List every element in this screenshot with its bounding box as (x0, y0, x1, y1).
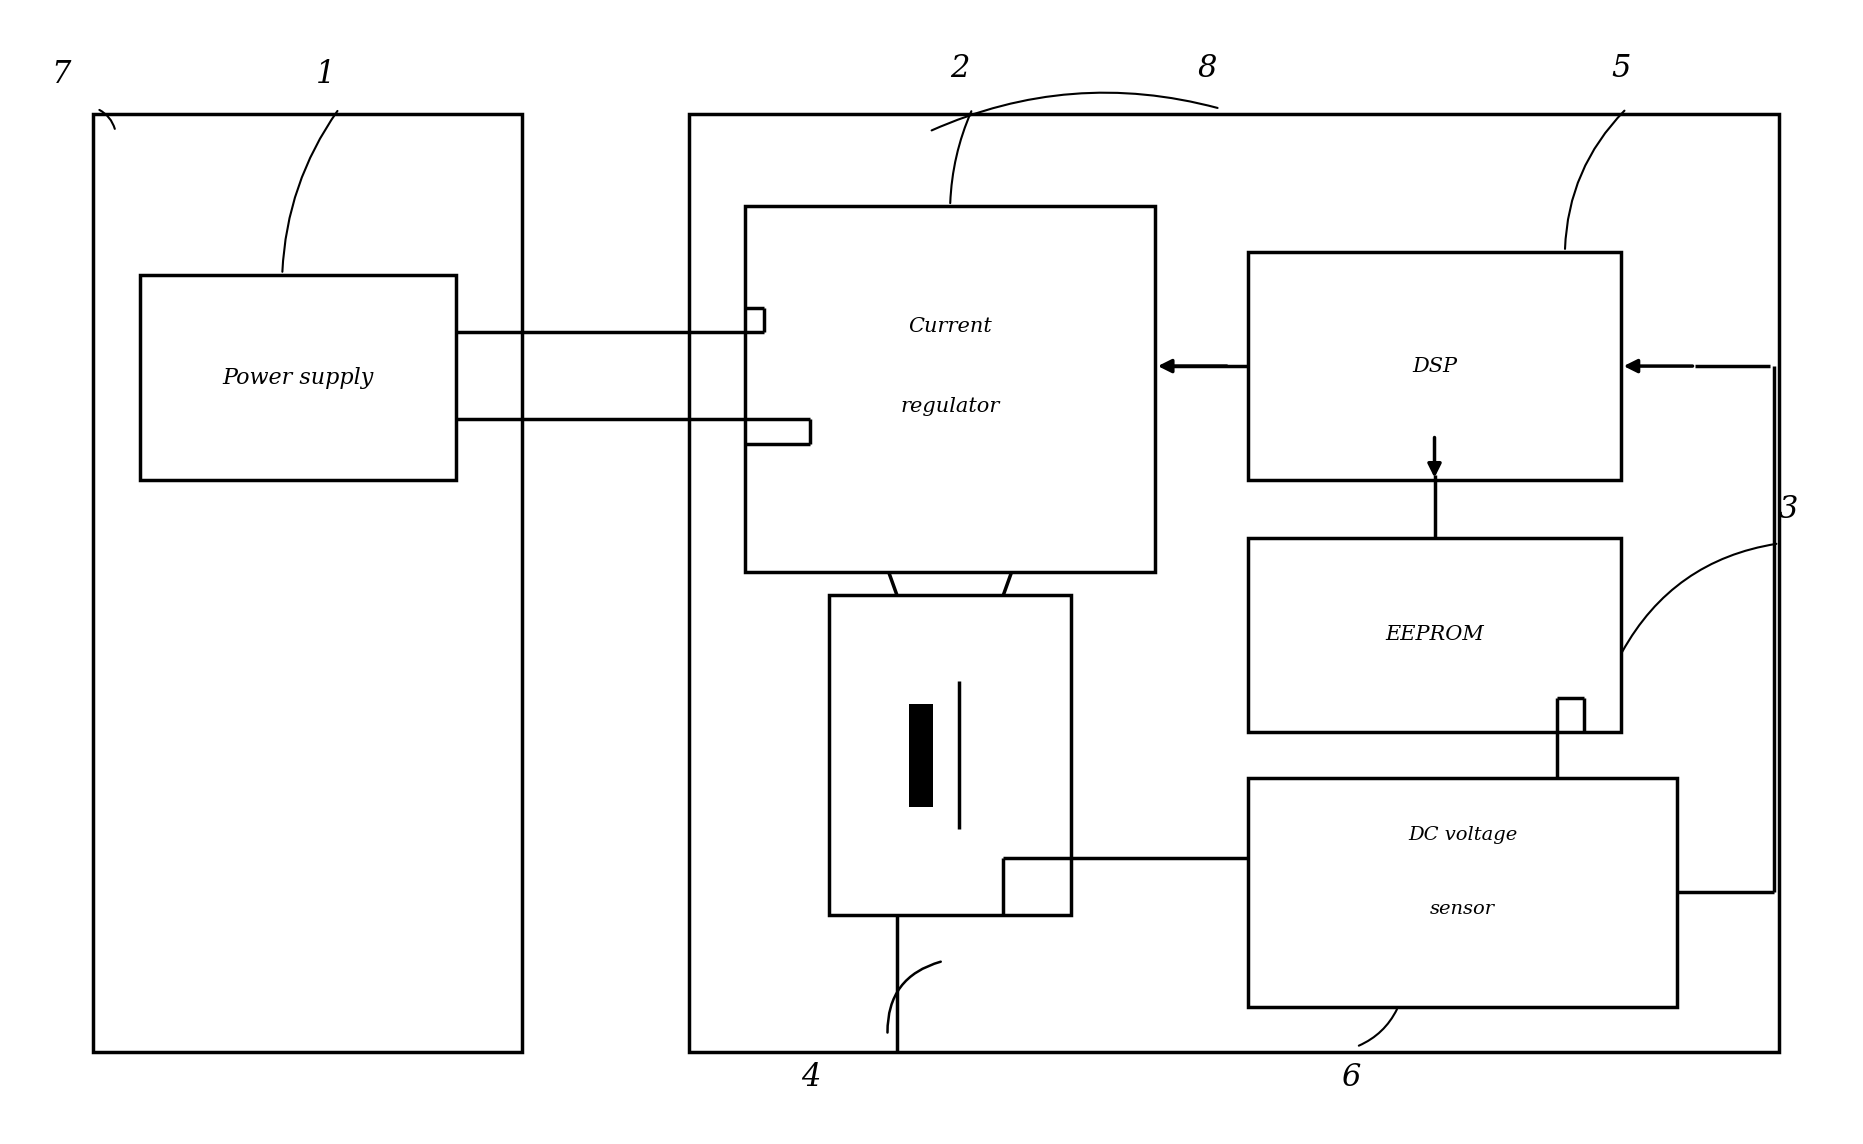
Text: 8: 8 (1198, 53, 1217, 85)
Text: DSP: DSP (1412, 357, 1457, 375)
Bar (140, 275, 456, 480)
Bar (1248, 778, 1677, 1007)
Text: 1: 1 (317, 58, 335, 90)
Bar (93, 114, 522, 1052)
Bar (1248, 252, 1621, 480)
Text: EEPROM: EEPROM (1384, 626, 1485, 644)
Bar (689, 114, 1779, 1052)
Text: 3: 3 (1779, 493, 1798, 525)
Text: regulator: regulator (900, 397, 1000, 415)
Text: Current: Current (909, 317, 991, 335)
Text: DC voltage: DC voltage (1408, 826, 1516, 844)
Bar (745, 206, 1155, 572)
Text: 2: 2 (950, 53, 969, 85)
Text: sensor: sensor (1431, 900, 1494, 919)
Text: 4: 4 (801, 1062, 820, 1094)
Text: 7: 7 (52, 58, 71, 90)
Bar (909, 704, 933, 807)
Text: 6: 6 (1341, 1062, 1360, 1094)
Text: Power supply: Power supply (222, 366, 374, 389)
Bar (829, 595, 1071, 915)
Bar (1248, 538, 1621, 732)
Text: 5: 5 (1611, 53, 1630, 85)
